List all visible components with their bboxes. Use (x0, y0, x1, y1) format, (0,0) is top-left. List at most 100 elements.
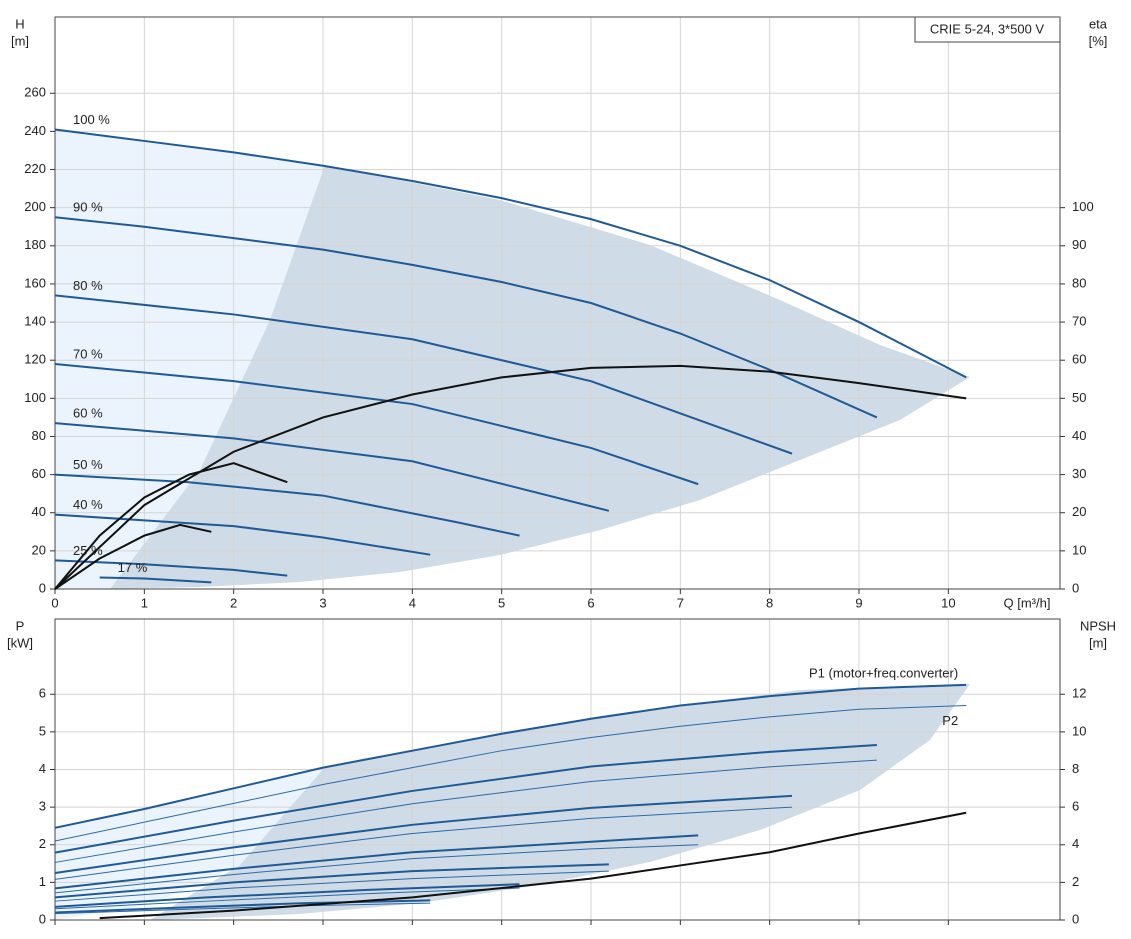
curve (54, 844, 699, 894)
curve (54, 794, 793, 874)
curve (54, 870, 609, 902)
y-tick-label: 100 (24, 390, 46, 405)
plot-frame (54, 618, 1061, 921)
curve (54, 887, 520, 910)
y-tick-label: 20 (32, 542, 46, 557)
annotation-box (914, 16, 1061, 43)
curve-label: P1 (motor+freq.converter) (809, 665, 958, 680)
curve (54, 363, 699, 486)
curve-label: P2 (942, 713, 958, 728)
y-axis-label: [kW] (7, 635, 33, 650)
y2-axis-label: NPSH (1080, 618, 1116, 633)
curve-label: 60 % (73, 406, 103, 421)
annotation: CRIE 5-24, 3*500 V (930, 21, 1045, 36)
plot-frame (54, 16, 1061, 590)
x-tick-label: 5 (498, 595, 505, 610)
y-axis-label: P (16, 618, 25, 633)
curve (54, 128, 967, 379)
eta-npsh-curve (54, 462, 288, 590)
curve-label: 50 % (73, 457, 103, 472)
y-axis-label: [m] (11, 33, 29, 48)
y-tick-label: 120 (24, 352, 46, 367)
y2-axis-label: [m] (1089, 635, 1107, 650)
x-tick-label: 3 (319, 595, 326, 610)
curve (54, 759, 877, 863)
curve-label: 90 % (73, 200, 103, 215)
curve (54, 806, 793, 880)
y2-tick-label: 0 (1072, 911, 1079, 926)
x-tick-label: 9 (855, 595, 862, 610)
curve (54, 883, 520, 908)
curve (99, 576, 212, 584)
y-tick-label: 6 (39, 686, 46, 701)
y2-tick-label: 70 (1072, 314, 1086, 329)
curve (54, 473, 520, 537)
y2-tick-label: 40 (1072, 428, 1086, 443)
y-tick-label: 5 (39, 723, 46, 738)
y2-tick-label: 12 (1072, 686, 1086, 701)
operating-region (150, 684, 970, 920)
y-tick-label: 0 (39, 911, 46, 926)
y-tick-label: 240 (24, 123, 46, 138)
curve (54, 744, 877, 854)
y-tick-label: 160 (24, 275, 46, 290)
eta-npsh-curve (54, 364, 967, 590)
y-tick-label: 140 (24, 314, 46, 329)
y-tick-label: 180 (24, 237, 46, 252)
curve (54, 834, 699, 890)
y-tick-label: 1 (39, 874, 46, 889)
y-tick-label: 80 (32, 428, 46, 443)
curve (54, 513, 431, 556)
x-tick-label: 2 (230, 595, 237, 610)
y2-tick-label: 100 (1072, 199, 1094, 214)
x-tick-label: 0 (51, 595, 58, 610)
y-tick-label: 200 (24, 199, 46, 214)
y-axis-label: H (15, 16, 24, 31)
x-tick-label: 6 (587, 595, 594, 610)
y-tick-label: 60 (32, 466, 46, 481)
x-tick-label: 10 (941, 595, 955, 610)
operating-region (110, 165, 970, 589)
curve (54, 705, 967, 842)
curve-label: 17 % (118, 560, 148, 575)
x-tick-label: 8 (766, 595, 773, 610)
curve-label: 40 % (73, 497, 103, 512)
y2-tick-label: 4 (1072, 836, 1079, 851)
y2-tick-label: 10 (1072, 723, 1086, 738)
y-tick-label: 0 (39, 580, 46, 595)
curve-label: 80 % (73, 278, 103, 293)
y2-axis-label: [%] (1089, 33, 1108, 48)
y2-tick-label: 8 (1072, 761, 1079, 776)
y2-tick-label: 20 (1072, 504, 1086, 519)
curve (54, 899, 431, 914)
curve (54, 902, 431, 915)
x-axis-label: Q [m³/h] (1004, 595, 1051, 610)
curve (54, 683, 967, 829)
x-tick-label: 1 (141, 595, 148, 610)
y2-tick-label: 30 (1072, 466, 1086, 481)
y-tick-label: 3 (39, 799, 46, 814)
y2-tick-label: 0 (1072, 580, 1079, 595)
y2-tick-label: 2 (1072, 874, 1079, 889)
y2-tick-label: 50 (1072, 390, 1086, 405)
plot-layer: 0 1 2 3 4 5 6 7 8 9 100204060801001201401601802002… (7, 16, 1116, 926)
curve (54, 422, 610, 512)
y2-tick-label: 6 (1072, 799, 1079, 814)
y-tick-label: 2 (39, 836, 46, 851)
y-tick-label: 260 (24, 85, 46, 100)
curve-label: 100 % (73, 112, 110, 127)
curve (54, 294, 793, 455)
curve (54, 559, 288, 577)
x-tick-label: 7 (677, 595, 684, 610)
curve-label: 70 % (73, 346, 103, 361)
y-tick-label: 220 (24, 161, 46, 176)
eta-npsh-curve (99, 811, 967, 920)
eta-npsh-curve (54, 523, 212, 590)
x-tick-label: 4 (409, 595, 416, 610)
curve (54, 216, 878, 419)
y2-tick-label: 90 (1072, 237, 1086, 252)
curve (54, 863, 609, 899)
y2-tick-label: 80 (1072, 275, 1086, 290)
y2-axis-label: eta (1089, 16, 1108, 31)
